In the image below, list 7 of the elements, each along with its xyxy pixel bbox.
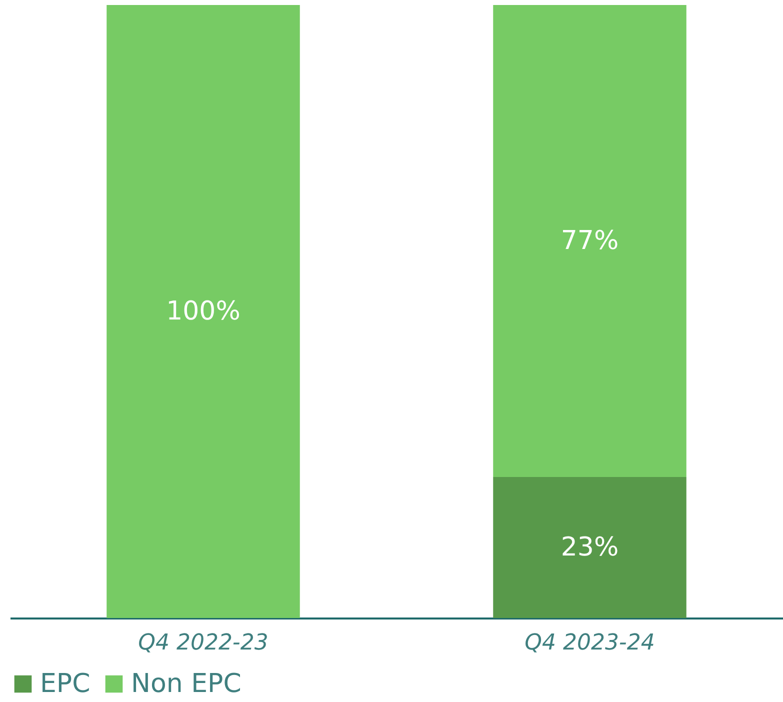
x-tick-label: Q4 2022-23 <box>138 630 268 656</box>
data-label: 77% <box>560 226 619 256</box>
data-label: 23% <box>560 532 619 563</box>
legend-label: EPC <box>40 669 90 699</box>
x-tick-label: Q4 2023-24 <box>524 630 655 656</box>
legend-label: Non EPC <box>131 669 242 699</box>
data-label: 100% <box>166 296 240 326</box>
